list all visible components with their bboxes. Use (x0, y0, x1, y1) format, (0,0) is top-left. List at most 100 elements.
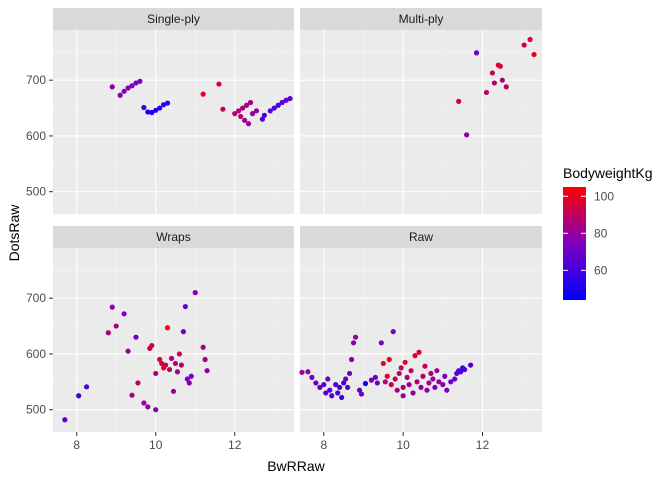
data-point (149, 342, 155, 349)
data-point (422, 363, 428, 369)
data-point (384, 373, 390, 379)
data-point (424, 387, 430, 393)
data-point (253, 108, 260, 114)
data-point (299, 369, 305, 375)
data-point (153, 370, 159, 377)
data-point (174, 369, 181, 375)
data-point (458, 369, 464, 375)
data-point (434, 368, 440, 374)
data-point (325, 376, 331, 382)
data-point (408, 368, 414, 374)
data-point (345, 384, 351, 390)
data-point (153, 407, 159, 413)
x-tick-label: 12 (476, 438, 490, 452)
data-point (161, 102, 167, 108)
legend-ticks: 60 80 100 (563, 189, 614, 277)
data-point (489, 70, 496, 76)
strip-label: Wraps (156, 230, 190, 244)
data-point (392, 376, 398, 382)
data-point (402, 359, 408, 365)
data-point (283, 97, 289, 103)
legend-tick-label: 100 (594, 189, 614, 203)
data-point (521, 42, 527, 48)
data-point (398, 365, 404, 371)
data-point (368, 377, 375, 383)
data-point (372, 374, 378, 380)
data-point (329, 393, 335, 399)
data-point (456, 98, 462, 104)
data-point (145, 109, 151, 115)
data-point (418, 384, 424, 390)
data-point (414, 379, 420, 385)
data-point (358, 391, 365, 397)
data-point (287, 95, 293, 102)
data-point (436, 379, 442, 385)
legend-tick-label: 60 (594, 263, 608, 277)
data-point (141, 400, 147, 406)
data-point (341, 380, 347, 386)
y-tick-label: 600 (26, 347, 46, 361)
strip-raw (300, 226, 542, 248)
data-point (168, 355, 175, 361)
x-tick-label: 12 (228, 438, 242, 452)
data-point (374, 380, 380, 386)
data-point (113, 323, 119, 329)
data-point (309, 374, 315, 380)
axes: 500 600 700 500 600 700 8 10 12 8 10 12 (26, 73, 490, 452)
data-point (448, 379, 454, 385)
data-point (527, 36, 533, 43)
data-point (178, 362, 185, 368)
data-point (192, 290, 198, 296)
data-point (137, 78, 143, 84)
data-point (164, 325, 171, 331)
data-point (305, 369, 311, 375)
data-point (467, 362, 474, 368)
data-point (125, 348, 131, 354)
data-point (242, 117, 248, 123)
data-point (440, 382, 446, 388)
data-point (444, 387, 450, 393)
data-point (162, 362, 169, 368)
strip-wraps (53, 226, 294, 248)
x-tick-label: 8 (320, 438, 327, 452)
x-tick-label: 10 (396, 438, 410, 452)
data-point (83, 384, 90, 390)
data-point (327, 387, 333, 393)
data-point (245, 121, 252, 127)
data-point (164, 100, 171, 106)
data-point (390, 329, 396, 335)
data-point (348, 356, 355, 363)
data-point (333, 382, 339, 388)
data-point (62, 417, 68, 423)
strip-label: Single-ply (147, 12, 200, 26)
data-point (275, 102, 281, 108)
data-point (261, 112, 267, 118)
data-point (135, 380, 141, 386)
y-tick-label: 700 (26, 291, 46, 305)
data-point (159, 360, 165, 367)
data-point (452, 376, 458, 382)
data-point (166, 366, 173, 373)
strip-label: Multi-ply (399, 12, 444, 26)
data-point (362, 380, 369, 387)
data-point (184, 376, 190, 382)
data-point (442, 373, 448, 379)
data-point (483, 89, 490, 96)
data-point (400, 393, 406, 399)
data-point (157, 105, 163, 111)
data-point (503, 84, 509, 90)
data-point (464, 132, 470, 138)
data-point (412, 353, 418, 359)
data-point (279, 99, 285, 106)
data-point (350, 340, 357, 346)
data-point (182, 303, 188, 310)
y-tick-label: 600 (26, 129, 46, 143)
panel-single-ply: Single-ply (53, 8, 294, 214)
data-point (380, 360, 386, 367)
data-point (200, 91, 206, 97)
data-point (432, 384, 438, 390)
data-point (271, 105, 277, 111)
data-point (240, 105, 246, 111)
data-point (117, 92, 123, 98)
